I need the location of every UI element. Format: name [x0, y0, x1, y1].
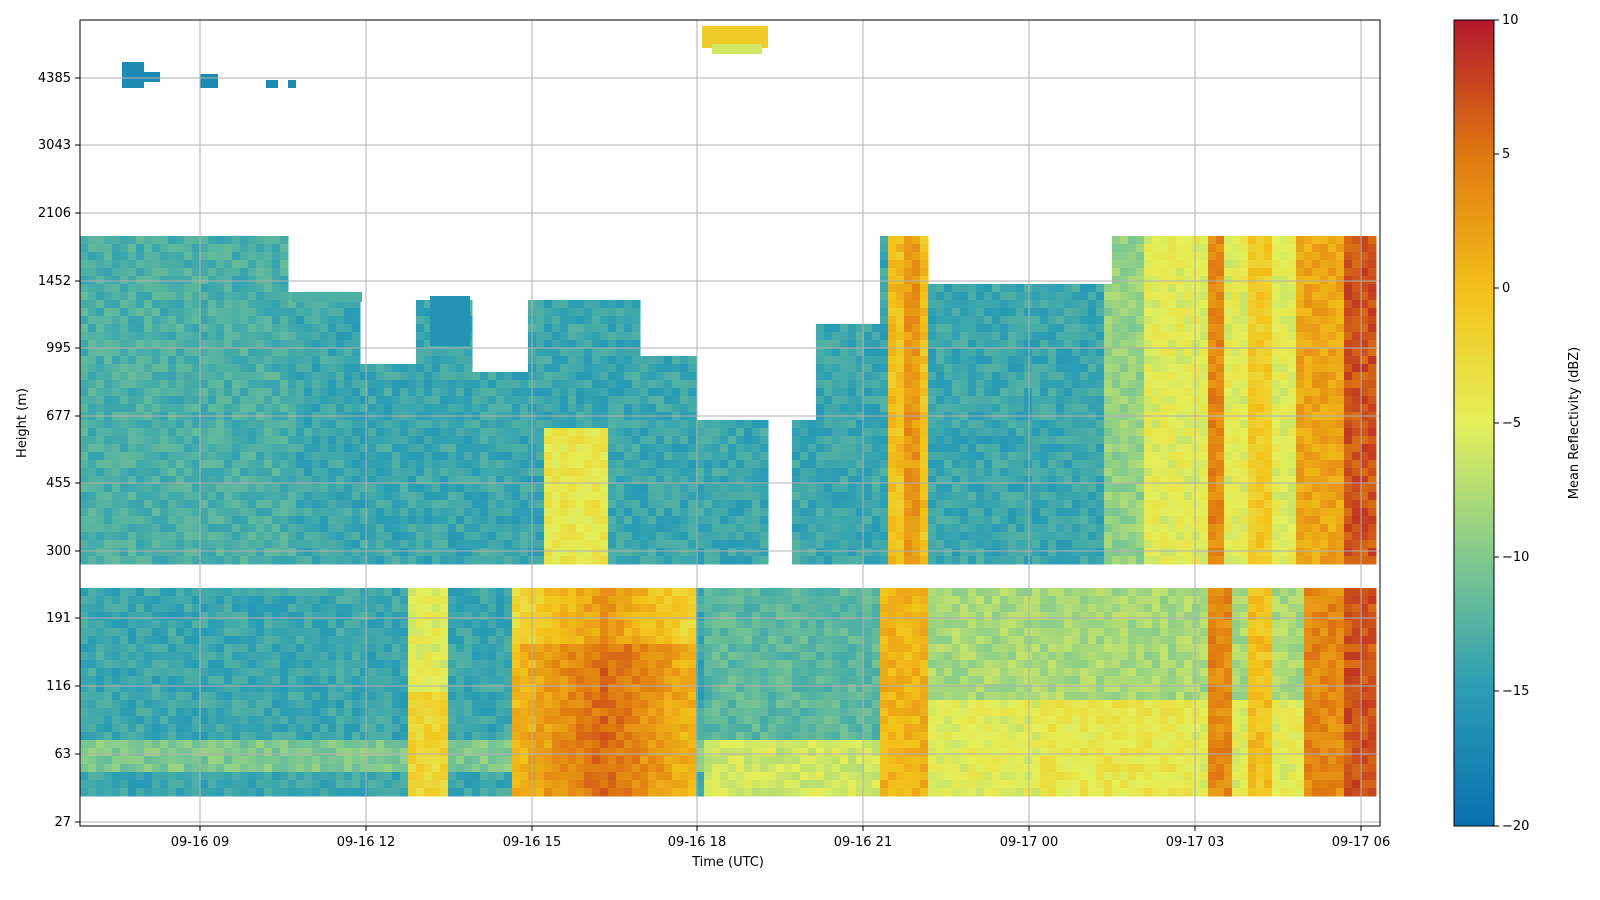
heatmap-cells	[80, 26, 1377, 797]
colorbar-tick-label: −20	[1502, 819, 1529, 834]
y-tick-label: 300	[46, 544, 71, 559]
plot-frame	[79, 19, 1381, 827]
x-axis-ticks: 09-16 09 09-16 12 09-16 15 09-16 18 09-16 21…	[171, 826, 1390, 850]
y-tick-label: 27	[54, 815, 71, 830]
x-tick-label: 09-16 15	[503, 835, 561, 850]
colorbar-ticks: 10 5 0 −5 −10 −15 −20	[1494, 13, 1529, 834]
y-tick-label: 4385	[38, 71, 71, 86]
x-tick-label: 09-16 09	[171, 835, 229, 850]
y-tick-label: 191	[46, 611, 71, 626]
colorbar-tick-label: −10	[1502, 550, 1529, 565]
y-tick-label: 995	[46, 341, 71, 356]
x-tick-label: 09-16 21	[834, 835, 892, 850]
y-tick-label: 677	[46, 409, 71, 424]
x-tick-label: 09-16 12	[337, 835, 395, 850]
colorbar-tick-label: 10	[1502, 13, 1519, 28]
colorbar-tick-label: 0	[1502, 281, 1510, 296]
colorbar-tick-label: 5	[1502, 147, 1510, 162]
y-tick-label: 1452	[38, 274, 71, 289]
colorbar-label: Mean Reflectivity (dBZ)	[1567, 347, 1582, 500]
y-axis-label: Height (m)	[15, 388, 30, 458]
colorbar	[1453, 19, 1495, 827]
x-axis-label: Time (UTC)	[691, 855, 764, 870]
y-tick-label: 116	[46, 679, 71, 694]
x-tick-label: 09-16 18	[668, 835, 726, 850]
x-tick-label: 09-17 03	[1166, 835, 1224, 850]
y-tick-label: 2106	[38, 206, 71, 221]
grid-lines	[80, 20, 1380, 826]
colorbar-tick-label: −5	[1502, 416, 1521, 431]
y-tick-label: 455	[46, 476, 71, 491]
y-axis-ticks: 27 63 116 191 300 455 677 995 1452 2106 3043 4385	[38, 71, 80, 830]
y-tick-label: 63	[54, 747, 71, 762]
colorbar-tick-label: −15	[1502, 684, 1529, 699]
x-tick-label: 09-17 00	[1000, 835, 1058, 850]
y-tick-label: 3043	[38, 138, 71, 153]
x-tick-label: 09-17 06	[1332, 835, 1390, 850]
